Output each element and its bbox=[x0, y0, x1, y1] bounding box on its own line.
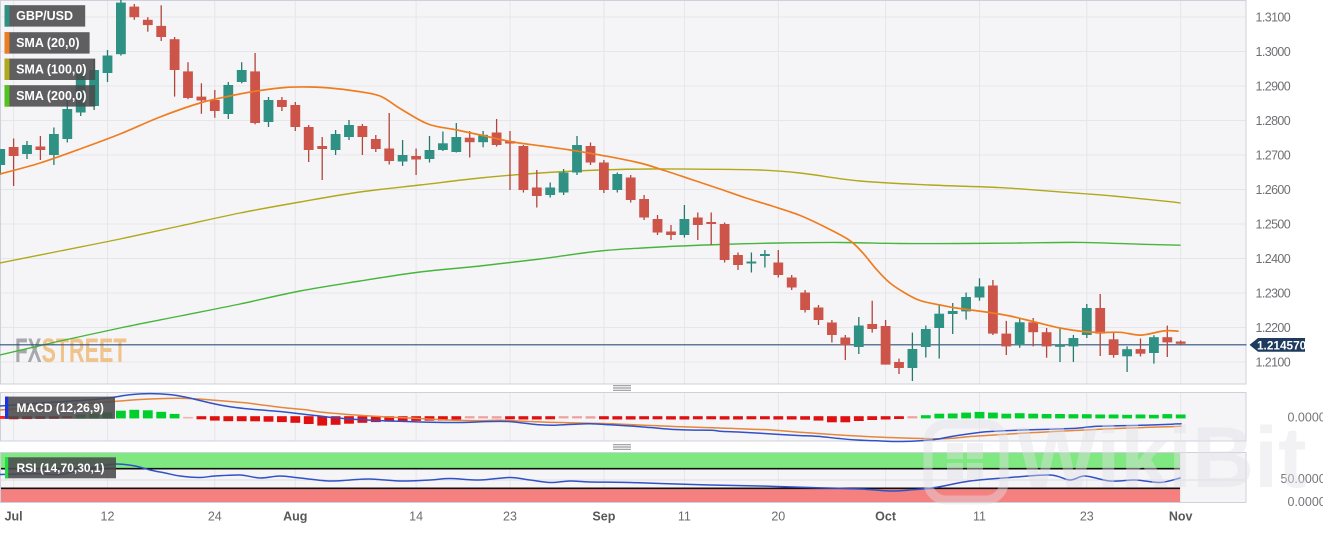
svg-text:SMA (100,0): SMA (100,0) bbox=[16, 63, 86, 77]
svg-text:1.2200: 1.2200 bbox=[1256, 321, 1291, 335]
svg-text:12: 12 bbox=[101, 510, 115, 524]
svg-text:23: 23 bbox=[1080, 510, 1094, 524]
svg-text:Nov: Nov bbox=[1169, 510, 1193, 524]
svg-text:24: 24 bbox=[208, 510, 222, 524]
svg-text:20: 20 bbox=[771, 510, 785, 524]
svg-text:1.2600: 1.2600 bbox=[1256, 183, 1291, 197]
svg-text:14: 14 bbox=[409, 510, 423, 524]
svg-text:23: 23 bbox=[503, 510, 517, 524]
svg-text:MACD (12,26,9): MACD (12,26,9) bbox=[17, 401, 104, 415]
svg-text:1.2700: 1.2700 bbox=[1256, 149, 1291, 163]
svg-text:1.214570: 1.214570 bbox=[1257, 338, 1307, 352]
svg-text:Jul: Jul bbox=[5, 510, 23, 524]
svg-text:WikiBit: WikiBit bbox=[1016, 410, 1307, 506]
svg-text:SMA (20,0): SMA (20,0) bbox=[16, 36, 79, 50]
svg-text:Aug: Aug bbox=[283, 510, 307, 524]
svg-text:Sep: Sep bbox=[592, 510, 615, 524]
svg-text:GBP/USD: GBP/USD bbox=[16, 9, 73, 23]
svg-text:1.3100: 1.3100 bbox=[1256, 11, 1291, 25]
svg-text:1.2900: 1.2900 bbox=[1256, 80, 1291, 94]
svg-text:SMA (200,0): SMA (200,0) bbox=[16, 89, 86, 103]
svg-text:1.2800: 1.2800 bbox=[1256, 114, 1291, 128]
svg-text:11: 11 bbox=[678, 510, 691, 524]
svg-text:1.2500: 1.2500 bbox=[1256, 218, 1291, 232]
svg-text:1.2400: 1.2400 bbox=[1256, 252, 1291, 266]
svg-text:STREET: STREET bbox=[42, 332, 127, 370]
svg-text:1.2100: 1.2100 bbox=[1256, 356, 1291, 370]
svg-text:11: 11 bbox=[973, 510, 986, 524]
svg-text:1.3000: 1.3000 bbox=[1256, 45, 1291, 59]
svg-text:Oct: Oct bbox=[875, 510, 897, 524]
svg-text:RSI (14,70,30,1): RSI (14,70,30,1) bbox=[17, 461, 105, 475]
svg-text:1.2300: 1.2300 bbox=[1256, 287, 1291, 301]
